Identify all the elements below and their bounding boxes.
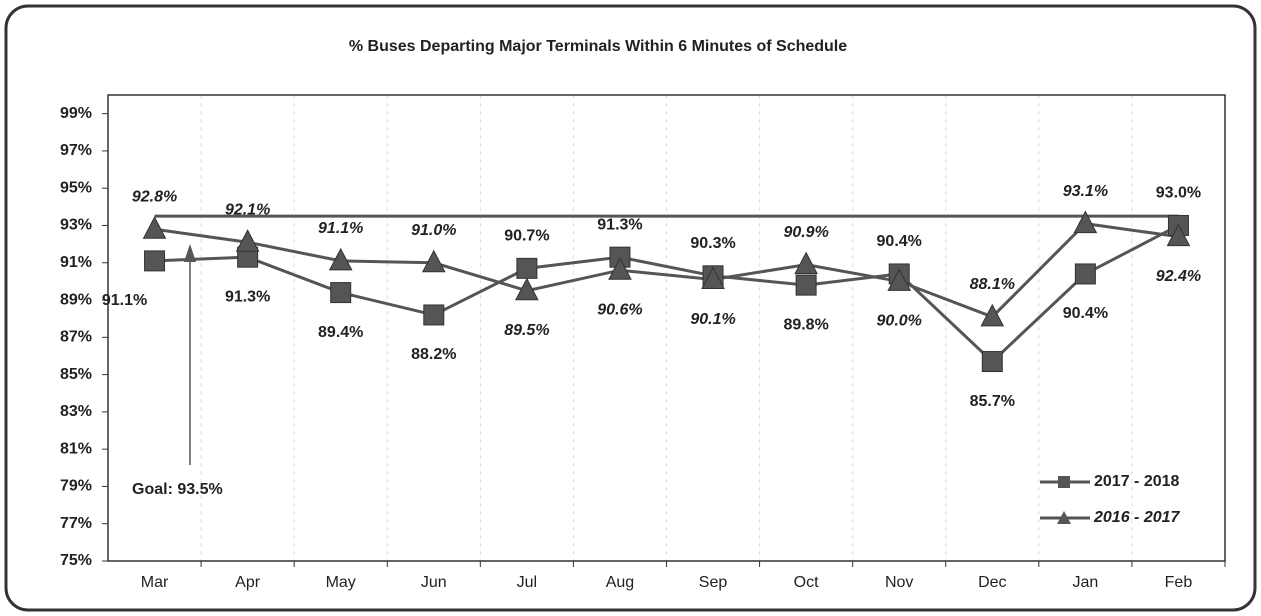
y-tick-label: 87%: [60, 329, 92, 346]
goal-arrow-head: [184, 244, 196, 262]
value-label: 90.7%: [504, 228, 549, 245]
triangle-marker: [608, 257, 632, 280]
y-tick-label: 79%: [60, 478, 92, 495]
x-tick-label: Feb: [1165, 574, 1193, 591]
value-label: 92.8%: [132, 188, 177, 205]
square-marker: [981, 351, 1003, 373]
value-label: 90.9%: [783, 224, 828, 241]
value-label: 89.5%: [504, 322, 549, 339]
square-marker: [795, 274, 817, 296]
square-marker: [330, 282, 352, 304]
triangle-marker: [421, 249, 446, 273]
triangle-marker: [235, 229, 260, 252]
value-label: 89.8%: [783, 316, 828, 333]
y-tick-label: 95%: [60, 179, 92, 196]
x-tick-label: Jul: [517, 574, 537, 591]
y-tick-label: 89%: [60, 291, 92, 308]
x-tick-label: Aug: [606, 574, 634, 591]
x-tick-label: Dec: [978, 574, 1006, 591]
y-tick-label: 99%: [60, 105, 92, 122]
value-label: 92.1%: [225, 201, 270, 218]
x-tick-label: Jan: [1072, 574, 1098, 591]
square-marker: [423, 304, 445, 326]
value-label: 90.1%: [690, 311, 735, 328]
value-label: 91.1%: [102, 292, 147, 309]
value-label: 90.4%: [1063, 305, 1108, 322]
value-label: 93.1%: [1063, 183, 1108, 200]
y-tick-label: 93%: [60, 217, 92, 234]
y-tick-label: 75%: [60, 552, 92, 569]
value-label: 90.6%: [597, 301, 642, 318]
value-label: 85.7%: [970, 393, 1015, 410]
frame: [4, 4, 1257, 612]
value-label: 90.4%: [877, 233, 922, 250]
y-tick-label: 83%: [60, 403, 92, 420]
triangle-marker: [887, 268, 912, 291]
legend-label: 2017 - 2018: [1094, 473, 1180, 490]
square-marker: [144, 250, 166, 272]
triangle-marker: [794, 251, 818, 275]
value-label: 91.3%: [225, 288, 270, 305]
value-label: 92.4%: [1156, 268, 1201, 285]
triangle-marker: [328, 247, 353, 271]
legend-marker: [1058, 476, 1070, 488]
y-tick-label: 97%: [60, 142, 92, 159]
y-tick-label: 91%: [60, 254, 92, 271]
x-tick-label: Sep: [699, 574, 728, 591]
legend-label: 2016 - 2017: [1093, 509, 1181, 526]
value-label: 90.3%: [690, 235, 735, 252]
x-tick-label: Jun: [421, 574, 447, 591]
x-tick-label: Mar: [141, 574, 169, 591]
square-marker: [516, 257, 538, 279]
goal-label: Goal: 93.5%: [132, 481, 223, 498]
legend-marker: [1057, 511, 1071, 524]
x-tick-label: Apr: [235, 574, 261, 591]
series-line: [154, 224, 1180, 364]
y-tick-label: 81%: [60, 440, 92, 457]
x-tick-label: May: [326, 574, 356, 591]
triangle-marker: [1166, 223, 1191, 247]
value-label: 91.0%: [411, 222, 456, 239]
value-label: 88.2%: [411, 346, 456, 363]
series-line: [154, 222, 1179, 319]
triangle-marker: [701, 266, 725, 290]
value-label: 91.1%: [318, 220, 363, 237]
value-label: 93.0%: [1156, 185, 1201, 202]
triangle-marker: [142, 216, 167, 239]
value-label: 88.1%: [970, 276, 1015, 293]
x-tick-label: Nov: [885, 574, 913, 591]
y-tick-label: 77%: [60, 515, 92, 532]
y-tick-label: 85%: [60, 366, 92, 383]
x-tick-label: Oct: [794, 574, 819, 591]
chart-title: % Buses Departing Major Terminals Within…: [349, 38, 847, 55]
value-label: 91.3%: [597, 216, 642, 233]
triangle-marker: [980, 303, 1005, 327]
value-label: 90.0%: [877, 313, 922, 330]
square-marker: [1074, 263, 1096, 285]
triangle-marker: [1073, 210, 1098, 234]
triangle-marker: [515, 277, 539, 301]
value-label: 89.4%: [318, 324, 363, 341]
